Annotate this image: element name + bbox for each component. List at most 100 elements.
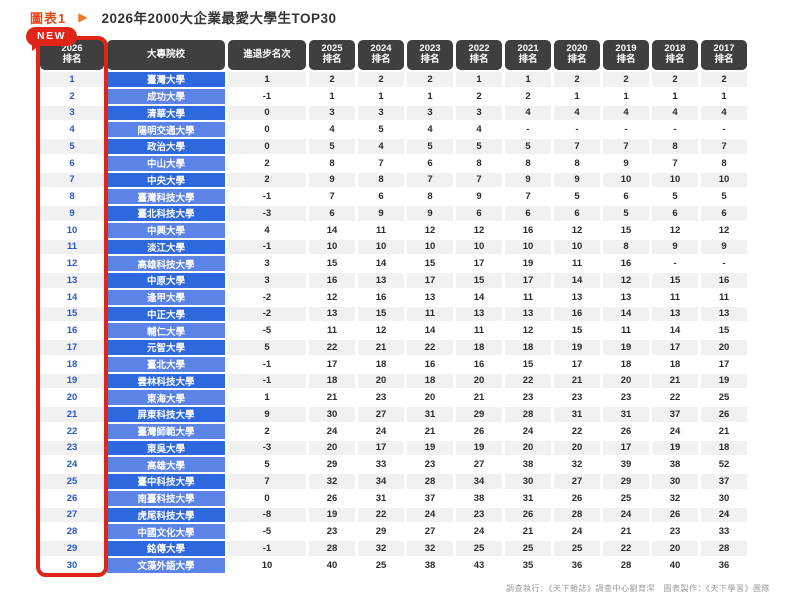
year-rank-cell: 33 [701,524,747,539]
school-cell: 文藻外語大學 [107,557,225,573]
year-rank-cell: 1 [652,88,698,104]
year-rank-cell: 2 [505,88,551,104]
year-rank-cell: 1 [603,88,649,104]
year-rank-cell: 13 [603,289,649,305]
year-rank-cell: 11 [456,323,502,338]
year-rank-cell: 28 [554,507,600,523]
year-rank-cell: 11 [505,289,551,305]
year-rank-cell: 13 [652,306,698,322]
year-rank-cell: 1 [407,88,453,104]
year-rank-cell: 9 [701,239,747,255]
year-rank-cell: 18 [701,440,747,456]
year-rank-cell: 24 [407,507,453,523]
year-rank-cell: 10 [456,239,502,255]
change-cell: -1 [228,356,306,372]
table-header-row: 2026 排名 大專院校 進退步名次 2025 排名 2024 排名 2023 排名 202… [40,40,747,70]
year-rank-cell: 6 [701,206,747,221]
year-rank-cell: 8 [554,155,600,171]
school-cell: 臺灣師範大學 [107,423,225,439]
rank-cell: 23 [40,440,104,456]
year-rank-cell: 3 [407,105,453,121]
year-rank-cell: 4 [603,105,649,121]
school-cell: 臺北大學 [107,356,225,372]
year-rank-cell: 8 [358,172,404,188]
year-rank-cell: 21 [456,390,502,405]
year-rank-cell: 34 [456,474,502,489]
year-rank-cell: 36 [554,557,600,573]
year-rank-cell: 19 [505,256,551,271]
year-rank-cell: 5 [309,139,355,154]
year-rank-cell: 7 [358,155,404,171]
year-rank-cell: 5 [652,189,698,204]
year-rank-cell: 2 [309,72,355,87]
change-cell: -5 [228,323,306,338]
year-rank-cell: 38 [505,457,551,472]
change-cell: 0 [228,490,306,506]
year-rank-cell: 9 [554,172,600,188]
year-rank-cell: - [652,122,698,137]
year-rank-cell: 4 [358,139,404,154]
year-rank-cell: 5 [701,189,747,204]
year-rank-cell: 26 [701,407,747,422]
year-rank-cell: 1 [701,88,747,104]
year-rank-cell: 22 [309,340,355,355]
year-rank-cell: 14 [554,273,600,288]
year-rank-cell: 3 [358,105,404,121]
year-rank-cell: 1 [358,88,404,104]
year-rank-cell: 6 [456,206,502,221]
year-rank-cell: 5 [407,139,453,154]
year-rank-cell: 15 [652,273,698,288]
column-header: 2024 排名 [358,40,404,70]
school-cell: 元智大學 [107,340,225,355]
year-rank-cell: 27 [358,407,404,422]
year-rank-cell: 7 [652,155,698,171]
rank-cell: 24 [40,457,104,472]
rank-cell: 17 [40,340,104,355]
year-rank-cell: 24 [603,507,649,523]
year-rank-cell: 31 [554,407,600,422]
change-cell: 3 [228,256,306,271]
year-rank-cell: 16 [603,256,649,271]
year-rank-cell: 4 [554,105,600,121]
year-rank-cell: 8 [309,155,355,171]
year-rank-cell: 34 [358,474,404,489]
year-rank-cell: 10 [505,239,551,255]
table-body: 1 臺灣大學 1 2 2 2 1 1 2 2 2 2 2 成功大學 -1 1 1 1 2 2 1 1 1 1 3 清華大學 0 3 3 3… [40,72,747,573]
new-badge-label: NEW [37,30,66,42]
year-rank-cell: 20 [309,440,355,456]
year-rank-cell: 28 [505,407,551,422]
school-cell: 雲林科技大學 [107,373,225,389]
year-rank-cell: 4 [407,122,453,137]
year-rank-cell: 1 [505,72,551,87]
year-rank-cell: 16 [701,273,747,288]
rank-cell: 22 [40,423,104,439]
column-header: 2019 排名 [603,40,649,70]
year-rank-cell: 21 [358,340,404,355]
year-rank-cell: 18 [309,373,355,389]
rank-cell: 30 [40,557,104,573]
year-rank-cell: 2 [358,72,404,87]
year-rank-cell: 24 [701,507,747,523]
year-rank-cell: 19 [456,440,502,456]
year-rank-cell: 15 [358,306,404,322]
change-cell: -1 [228,541,306,556]
year-rank-cell: 5 [456,139,502,154]
year-rank-cell: 20 [603,373,649,389]
year-rank-cell: 32 [309,474,355,489]
year-rank-cell: 21 [554,373,600,389]
year-rank-cell: 20 [554,440,600,456]
change-cell: 5 [228,457,306,472]
year-rank-cell: 29 [358,524,404,539]
year-rank-cell: 4 [701,105,747,121]
school-cell: 中興大學 [107,222,225,238]
year-rank-cell: 28 [701,541,747,556]
year-rank-cell: 7 [505,189,551,204]
year-rank-cell: 23 [309,524,355,539]
year-rank-cell: - [701,256,747,271]
year-rank-cell: 11 [701,289,747,305]
rank-cell: 5 [40,139,104,154]
year-rank-cell: 31 [603,407,649,422]
year-rank-cell: 3 [456,105,502,121]
year-rank-cell: 21 [505,524,551,539]
change-cell: 10 [228,557,306,573]
